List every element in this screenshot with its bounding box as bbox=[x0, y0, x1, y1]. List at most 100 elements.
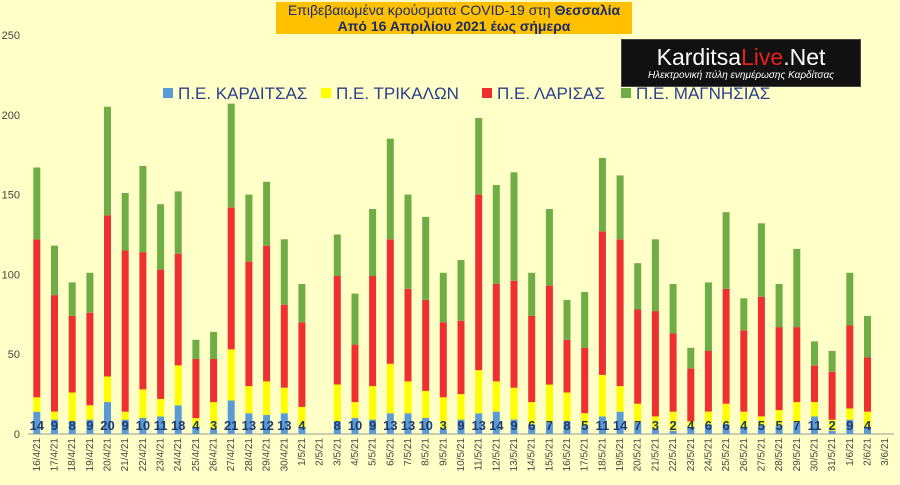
bar-segment-karditsa bbox=[457, 419, 465, 434]
bar-segment-larisa bbox=[104, 215, 111, 377]
bar-segment-larisa bbox=[634, 309, 642, 404]
bar-segment-larisa bbox=[121, 250, 129, 412]
x-tick-label: 31/5/21 bbox=[827, 438, 838, 472]
bar-segment-karditsa bbox=[422, 418, 430, 434]
data-label-karditsa: 21 bbox=[224, 418, 238, 433]
x-tick-label: 21/4/21 bbox=[120, 438, 131, 472]
bar-segment-karditsa bbox=[651, 429, 659, 434]
x-tick-label: 28/5/21 bbox=[774, 438, 785, 472]
x-tick-label: 15/5/21 bbox=[544, 438, 555, 472]
bar-segment-magnisia bbox=[793, 248, 801, 328]
bar-segment-trikala bbox=[263, 381, 271, 415]
bar-segment-trikala bbox=[651, 416, 659, 430]
x-tick-label: 10/5/21 bbox=[456, 438, 467, 472]
x-tick-label: 7/5/21 bbox=[403, 438, 414, 466]
bar-segment-karditsa bbox=[581, 426, 589, 434]
bar-segment-larisa bbox=[192, 359, 200, 419]
bar-segment-larisa bbox=[33, 239, 41, 398]
y-tick-label: 200 bbox=[2, 110, 20, 122]
bar-segment-larisa bbox=[510, 280, 518, 388]
data-label-karditsa: 4 bbox=[687, 418, 695, 433]
title-prefix: Επιβεβαιωμένα κρούσματα COVID-19 στη bbox=[287, 2, 555, 18]
bar-segment-karditsa bbox=[192, 427, 200, 434]
bar-segment-magnisia bbox=[846, 272, 854, 326]
bar-segment-larisa bbox=[775, 327, 783, 411]
x-tick-label: 8/5/21 bbox=[421, 438, 432, 466]
data-label-karditsa: 9 bbox=[457, 418, 464, 433]
data-label-karditsa: 5 bbox=[581, 418, 588, 433]
bar-segment-karditsa bbox=[846, 419, 854, 434]
bar-segment-magnisia bbox=[669, 284, 677, 334]
bar-segment-trikala bbox=[157, 398, 165, 417]
data-label-karditsa: 13 bbox=[401, 418, 415, 433]
bar-segment-magnisia bbox=[139, 165, 147, 253]
bar-segment-trikala bbox=[369, 386, 377, 420]
x-tick-label: 19/4/21 bbox=[85, 438, 96, 472]
x-tick-label: 27/5/21 bbox=[756, 438, 767, 472]
chart-title: Επιβεβαιωμένα κρούσματα COVID-19 στη Θεσ… bbox=[276, 2, 632, 34]
bar-segment-magnisia bbox=[210, 331, 218, 359]
data-label-karditsa: 11 bbox=[808, 418, 822, 433]
data-label-karditsa: 7 bbox=[634, 418, 641, 433]
bar-segment-trikala bbox=[510, 387, 518, 420]
bar-segment-trikala bbox=[475, 370, 483, 414]
x-tick-label: 20/5/21 bbox=[633, 438, 644, 472]
bar-segment-trikala bbox=[210, 402, 218, 430]
bar-segment-trikala bbox=[139, 389, 147, 418]
bar-segment-trikala bbox=[192, 418, 200, 428]
bar-segment-karditsa bbox=[775, 426, 783, 434]
data-label-karditsa: 18 bbox=[171, 418, 185, 433]
bar-segment-trikala bbox=[68, 392, 76, 422]
bar-segment-magnisia bbox=[245, 194, 253, 262]
data-label-karditsa: 4 bbox=[864, 418, 872, 433]
bar-segment-karditsa bbox=[563, 421, 571, 434]
data-label-karditsa: 13 bbox=[471, 418, 485, 433]
bar-segment-trikala bbox=[121, 411, 129, 420]
bar-segment-magnisia bbox=[86, 272, 94, 313]
bar-segment-magnisia bbox=[740, 298, 748, 331]
x-tick-label: 1/6/21 bbox=[845, 438, 856, 466]
bar-segment-karditsa bbox=[722, 424, 730, 434]
bar-segment-larisa bbox=[174, 253, 182, 366]
bar-segment-larisa bbox=[740, 330, 748, 412]
bar-segment-larisa bbox=[616, 239, 624, 387]
bar-segment-trikala bbox=[333, 384, 341, 422]
bar-segment-magnisia bbox=[475, 118, 483, 195]
bar-segment-larisa bbox=[598, 231, 606, 375]
bar-segment-larisa bbox=[528, 315, 536, 403]
karditsalive-logo: KarditsaLive.Net Ηλεκτρονική πύλη ενημέρ… bbox=[621, 39, 861, 87]
x-tick-label: 21/5/21 bbox=[650, 438, 661, 472]
legend-label: Π.Ε. ΚΑΡΔΙΤΣΑΣ bbox=[178, 84, 308, 103]
bar-segment-magnisia bbox=[404, 194, 412, 289]
y-tick-label: 150 bbox=[2, 190, 20, 202]
data-label-karditsa: 8 bbox=[563, 418, 570, 433]
data-label-karditsa: 9 bbox=[51, 418, 58, 433]
data-label-karditsa: 3 bbox=[440, 418, 447, 433]
data-label-karditsa: 9 bbox=[122, 418, 129, 433]
bar-segment-larisa bbox=[492, 284, 500, 382]
bar-segment-magnisia bbox=[616, 175, 624, 240]
bar-segment-magnisia bbox=[775, 284, 783, 328]
y-tick-label: 0 bbox=[14, 429, 20, 441]
bar-segment-karditsa bbox=[104, 402, 111, 434]
data-label-karditsa: 13 bbox=[242, 418, 256, 433]
bar-segment-trikala bbox=[563, 392, 571, 422]
x-tick-label: 18/4/21 bbox=[67, 438, 78, 472]
legend-swatch bbox=[621, 88, 631, 98]
bar-segment-magnisia bbox=[687, 347, 695, 369]
bar-segment-karditsa bbox=[369, 419, 377, 434]
bar-segment-trikala bbox=[104, 376, 111, 402]
x-tick-label: 29/5/21 bbox=[792, 438, 803, 472]
x-tick-label: 1/5/21 bbox=[297, 438, 308, 466]
bar-segment-magnisia bbox=[174, 191, 182, 254]
logo-tagline: Ηλεκτρονική πύλη ενημέρωσης Καρδίτσας bbox=[647, 70, 835, 81]
bar-segment-trikala bbox=[280, 387, 288, 414]
data-label-karditsa: 5 bbox=[758, 418, 765, 433]
x-tick-label: 30/4/21 bbox=[279, 438, 290, 472]
data-label-karditsa: 14 bbox=[30, 418, 45, 433]
data-label-karditsa: 13 bbox=[277, 418, 291, 433]
bar-segment-trikala bbox=[422, 390, 430, 418]
x-tick-label: 18/5/21 bbox=[597, 438, 608, 472]
x-tick-label: 29/4/21 bbox=[262, 438, 273, 472]
bar-segment-magnisia bbox=[51, 245, 58, 296]
